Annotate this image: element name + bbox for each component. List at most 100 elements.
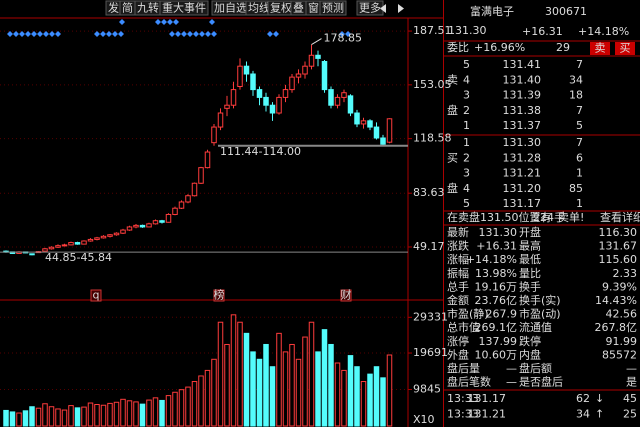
price-pct: +14.18%	[578, 25, 629, 38]
book-volume: 6	[576, 151, 583, 164]
weibi-diff: 29	[556, 41, 570, 54]
volume-bar	[308, 321, 315, 427]
stat-label: 总市值	[447, 320, 480, 334]
sell-button[interactable]	[590, 42, 610, 55]
book-price: 131.17	[503, 197, 542, 210]
signal-diamond	[345, 31, 351, 37]
stat-value: 14.43%	[595, 294, 637, 307]
volume-bar	[321, 329, 328, 427]
toolbar-label[interactable]: 加自选	[214, 2, 247, 15]
stat-value: 42.56	[606, 308, 638, 321]
stat-value: 10.60万	[475, 348, 518, 361]
signal-diamond	[119, 19, 125, 25]
stat-label: 市盈(静)	[447, 307, 489, 321]
stat-label: 总手	[447, 279, 469, 293]
volume-bar	[198, 375, 204, 427]
volume-bar	[94, 404, 100, 427]
candle-body	[334, 96, 341, 106]
stat-value: 137.99	[479, 335, 518, 348]
sell-button-label[interactable]: 卖	[595, 42, 606, 55]
candle-body	[61, 244, 68, 247]
stat-label: 涨幅	[447, 253, 469, 266]
stat-value: —	[506, 376, 517, 389]
volume-bar	[289, 343, 295, 427]
toolbar-label[interactable]: 九转	[137, 1, 159, 15]
candle-body	[87, 238, 94, 242]
stock-name: 富满电子	[470, 4, 514, 18]
buy-button[interactable]	[615, 42, 635, 55]
toolbar-arrow[interactable]	[398, 4, 404, 13]
event-marker[interactable]	[90, 289, 102, 302]
event-marker-label[interactable]: q	[93, 289, 100, 302]
toolbar-label[interactable]: 简	[122, 1, 133, 15]
toolbar-button[interactable]	[319, 0, 347, 16]
toolbar-label[interactable]: 更多	[359, 1, 381, 15]
toolbar-label[interactable]: 发	[108, 1, 119, 15]
candle-body	[139, 224, 146, 228]
notice-link[interactable]: 查看详细	[600, 210, 640, 224]
candle-body	[81, 240, 87, 245]
signal-diamond	[167, 19, 173, 25]
volume-bar	[159, 399, 165, 427]
candle-body	[146, 223, 152, 228]
toolbar-label[interactable]: 叠	[293, 2, 304, 15]
book-level: 3	[463, 89, 470, 102]
buy-button-label[interactable]: 买	[620, 42, 631, 55]
notice-type: 卖单!	[558, 211, 584, 224]
event-marker-label[interactable]: 财	[341, 288, 352, 302]
candle-body	[217, 112, 224, 128]
toolbar-label[interactable]: 重大事件	[162, 1, 206, 15]
candle-body	[367, 120, 373, 128]
stat-label: 市盈(动)	[519, 307, 561, 321]
book-price: 131.20	[503, 182, 542, 195]
toolbar-button[interactable]	[159, 0, 209, 16]
stat-value: 13.98%	[475, 267, 517, 280]
notice-text: 在卖盘131.50位置有	[447, 210, 552, 224]
volume-bar	[315, 351, 321, 427]
event-marker[interactable]	[213, 289, 225, 302]
toolbar-label[interactable]: 窗	[308, 1, 319, 15]
stat-label: 开盘	[519, 225, 541, 239]
weibi-pct: +16.96%	[474, 41, 525, 54]
toolbar-label[interactable]: 预测	[322, 2, 344, 15]
candle-body	[185, 195, 191, 203]
volume-tick-label: 19691	[413, 346, 448, 359]
stat-label: 金额	[447, 293, 469, 307]
volume-bar	[165, 395, 172, 427]
volume-bar	[276, 332, 282, 427]
toolbar-label[interactable]: 复权	[270, 1, 292, 15]
volume-bar	[230, 314, 237, 427]
book-side: 卖	[447, 73, 458, 86]
candle-body	[380, 137, 386, 145]
candle-body	[113, 232, 120, 236]
volume-bar	[55, 408, 61, 427]
y-tick-label: 118.58	[413, 132, 452, 145]
candle-body	[321, 61, 328, 91]
book-price: 131.37	[503, 119, 542, 132]
book-side: 买	[447, 151, 458, 164]
toolbar-arrow[interactable]	[380, 4, 386, 13]
signal-diamond	[112, 31, 118, 37]
stat-value: 23.76亿	[475, 294, 518, 307]
volume-bar	[334, 362, 341, 427]
candle-body	[224, 104, 230, 109]
signal-diamond	[31, 31, 37, 37]
event-marker[interactable]	[340, 289, 352, 302]
event-marker-label[interactable]: 榜	[214, 288, 225, 302]
book-volume: 5	[576, 119, 583, 132]
book-level: 5	[463, 58, 470, 71]
signal-diamond	[173, 19, 179, 25]
candle-body	[250, 73, 256, 91]
y-tick-label: 49.17	[413, 240, 445, 253]
volume-bar	[48, 406, 55, 427]
signal-diamond	[7, 31, 13, 37]
signal-diamond	[19, 31, 25, 37]
volume-bar	[250, 351, 256, 427]
stat-value: 2.33	[613, 267, 638, 280]
volume-bar	[217, 321, 224, 427]
volume-bar	[360, 381, 367, 427]
stat-label: 盘后量	[447, 361, 480, 375]
candle-body	[29, 253, 35, 256]
volume-bar	[146, 399, 152, 427]
toolbar-label[interactable]: 均线	[248, 1, 270, 15]
